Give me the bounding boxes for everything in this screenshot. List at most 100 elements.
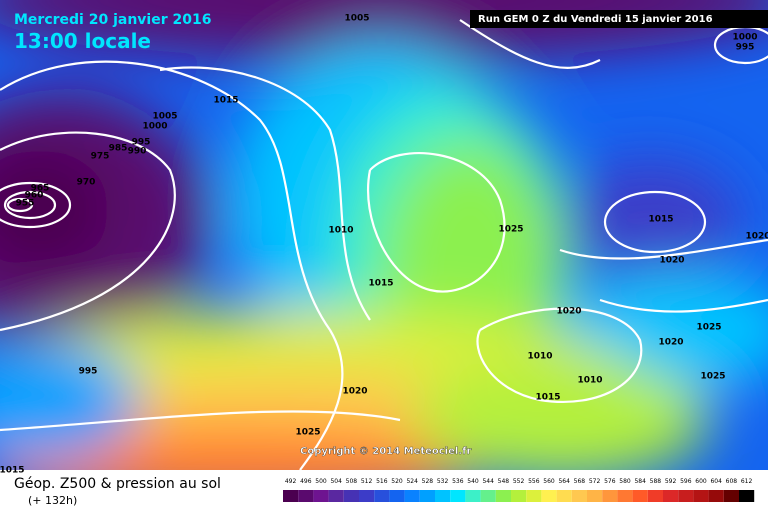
isobar-label: 1025 — [696, 323, 721, 333]
colorbar-swatch — [404, 490, 420, 502]
isobar-label: 955 — [16, 199, 35, 209]
isobar-label: 965 — [31, 184, 50, 194]
colorbar-swatch — [480, 490, 496, 502]
isobar-label: 1020 — [342, 387, 367, 397]
colorbar-label: 512 — [361, 478, 373, 485]
isobar-label: 985 — [109, 144, 128, 154]
colorbar-swatch — [708, 490, 724, 502]
colorbar-label: 564 — [558, 478, 570, 485]
colorbar-label: 580 — [619, 478, 631, 485]
isobar-label: 1020 — [556, 307, 581, 317]
colorbar-label: 528 — [422, 478, 434, 485]
isobar-label: 1020 — [659, 256, 684, 266]
colorbar-label: 532 — [437, 478, 449, 485]
copyright: Copyright © 2014 Meteociel.fr — [300, 446, 471, 457]
colorbar-label: 496 — [300, 478, 312, 485]
colorbar-swatch — [647, 490, 663, 502]
isobar-label: 1015 — [368, 279, 393, 289]
colorbar-swatch — [495, 490, 511, 502]
isobar-label: 990 — [128, 147, 147, 157]
colorbar-swatch — [587, 490, 603, 502]
colorbar-label: 524 — [406, 478, 418, 485]
colorbar-swatch — [343, 490, 359, 502]
colorbar-swatch — [511, 490, 527, 502]
colorbar-label: 588 — [650, 478, 662, 485]
colorbar-swatch — [283, 490, 299, 502]
colorbar-swatch — [632, 490, 648, 502]
colorbar-label: 516 — [376, 478, 388, 485]
colorbar-label: 608 — [726, 478, 738, 485]
isobar-label: 1000 — [142, 122, 167, 132]
colorbar-label: 492 — [285, 478, 297, 485]
colorbar-label: 596 — [680, 478, 692, 485]
isobar-label: 1010 — [577, 376, 602, 386]
colorbar-label: 612 — [741, 478, 753, 485]
isobar-label: 1010 — [328, 226, 353, 236]
lead-time: (+ 132h) — [28, 494, 77, 507]
colorbar-swatch — [556, 490, 572, 502]
colorbar-swatch — [450, 490, 466, 502]
colorbar-label: 520 — [391, 478, 403, 485]
colorbar-label: 500 — [315, 478, 327, 485]
isobar-label: 1020 — [658, 338, 683, 348]
isobar-label: 970 — [77, 178, 96, 188]
colorbar-swatch — [602, 490, 618, 502]
isobar-label: 1005 — [152, 112, 177, 122]
colorbar-label: 548 — [498, 478, 510, 485]
colorbar-swatch — [435, 490, 451, 502]
colorbar-swatch — [419, 490, 435, 502]
colorbar-label: 600 — [695, 478, 707, 485]
isobar-label: 1025 — [700, 372, 725, 382]
colorbar-swatch — [465, 490, 481, 502]
colorbar-swatch — [374, 490, 390, 502]
isobar-label: 1015 — [0, 466, 25, 476]
colorbar-label: 508 — [346, 478, 358, 485]
isobar-label: 975 — [91, 152, 110, 162]
isobar-label: 1010 — [527, 352, 552, 362]
isobar-label: 1025 — [295, 428, 320, 438]
colorbar-label: 604 — [710, 478, 722, 485]
colorbar-swatch — [723, 490, 739, 502]
local-time: 13:00 locale — [14, 29, 151, 53]
colorbar-swatch — [541, 490, 557, 502]
colorbar-label: 560 — [543, 478, 555, 485]
colorbar-swatch — [571, 490, 587, 502]
colorbar-swatch — [663, 490, 679, 502]
colorbar-label: 556 — [528, 478, 540, 485]
footer-title: Géop. Z500 & pression au sol — [14, 476, 221, 492]
colorbar-label: 544 — [482, 478, 494, 485]
isobar-label: 1015 — [213, 96, 238, 106]
isobar-label: 960 — [25, 191, 44, 201]
colorbar-label: 552 — [513, 478, 525, 485]
colorbar-label: 584 — [634, 478, 646, 485]
isobar-label: 1025 — [498, 225, 523, 235]
colorbar-swatch — [298, 490, 314, 502]
isobar-label: 1000 — [732, 33, 757, 43]
colorbar-label: 576 — [604, 478, 616, 485]
colorbar-label: 504 — [330, 478, 342, 485]
isobar-label: 995 — [132, 138, 151, 148]
colorbar-label: 536 — [452, 478, 464, 485]
colorbar-label: 568 — [574, 478, 586, 485]
colorbar-label: 592 — [665, 478, 677, 485]
colorbar-label: 540 — [467, 478, 479, 485]
colorbar-swatch — [526, 490, 542, 502]
isobar-label: 1015 — [648, 215, 673, 225]
date: Mercredi 20 janvier 2016 — [14, 12, 211, 28]
colorbar-swatch — [389, 490, 405, 502]
run-info: Run GEM 0 Z du Vendredi 15 janvier 2016 — [478, 14, 713, 25]
colorbar-swatch — [328, 490, 344, 502]
isobar-label: 1015 — [535, 393, 560, 403]
colorbar-swatch — [693, 490, 709, 502]
isobar-label: 1020 — [745, 232, 768, 242]
isobar-label: 995 — [79, 367, 98, 377]
isobar-label: 1005 — [344, 14, 369, 24]
colorbar-swatch — [359, 490, 375, 502]
run-box — [470, 10, 768, 28]
colorbar-swatch — [617, 490, 633, 502]
isobar-label: 995 — [736, 43, 755, 53]
colorbar-label: 572 — [589, 478, 601, 485]
colorbar-swatch — [739, 490, 755, 502]
